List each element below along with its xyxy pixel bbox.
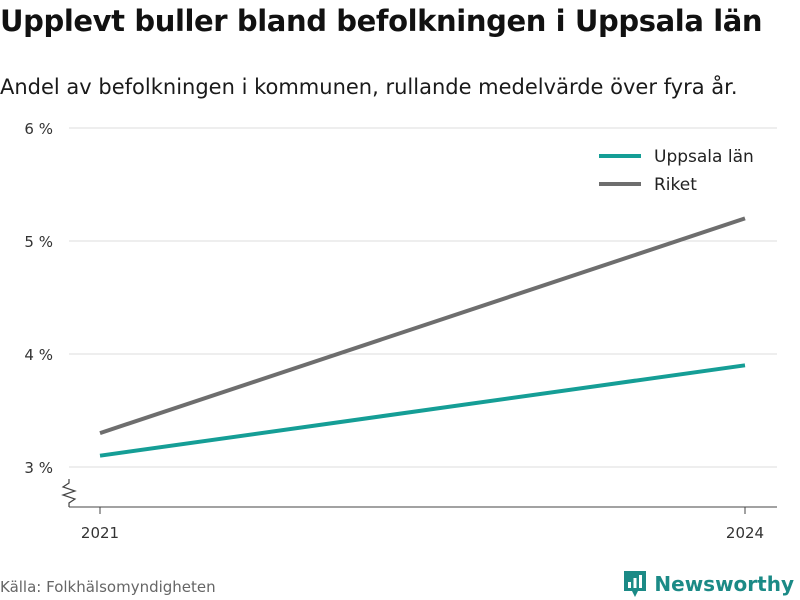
x-tick-label: 2024 [726,524,764,542]
axis-break-icon [61,479,77,507]
legend: Uppsala län Riket [599,147,754,195]
legend-label: Uppsala län [654,147,754,167]
y-tick-label: 5 % [24,233,53,251]
legend-label: Riket [654,175,697,195]
y-tick-label: 3 % [24,459,53,477]
source-note: Källa: Folkhälsomyndigheten [0,578,216,596]
y-tick-label: 6 % [24,120,53,138]
chart-subtitle: Andel av befolkningen i kommunen, rullan… [0,75,738,99]
chart-title: Upplevt buller bland befolkningen i Upps… [0,4,763,38]
newsworthy-logo-icon [624,571,647,597]
series-lines [99,216,746,458]
series-line-1 [99,363,746,458]
gridlines [69,127,777,468]
y-tick-label: 4 % [24,346,53,364]
x-axis [61,479,777,508]
brand-name: Newsworthy [654,572,794,596]
brand-logo: Newsworthy [622,569,794,599]
x-tick-label: 2021 [81,524,119,542]
x-axis-ticks: 2021 2024 [81,507,764,542]
series-line-2 [99,216,746,435]
y-axis-ticks: 3 % 4 % 5 % 6 % [24,120,53,477]
